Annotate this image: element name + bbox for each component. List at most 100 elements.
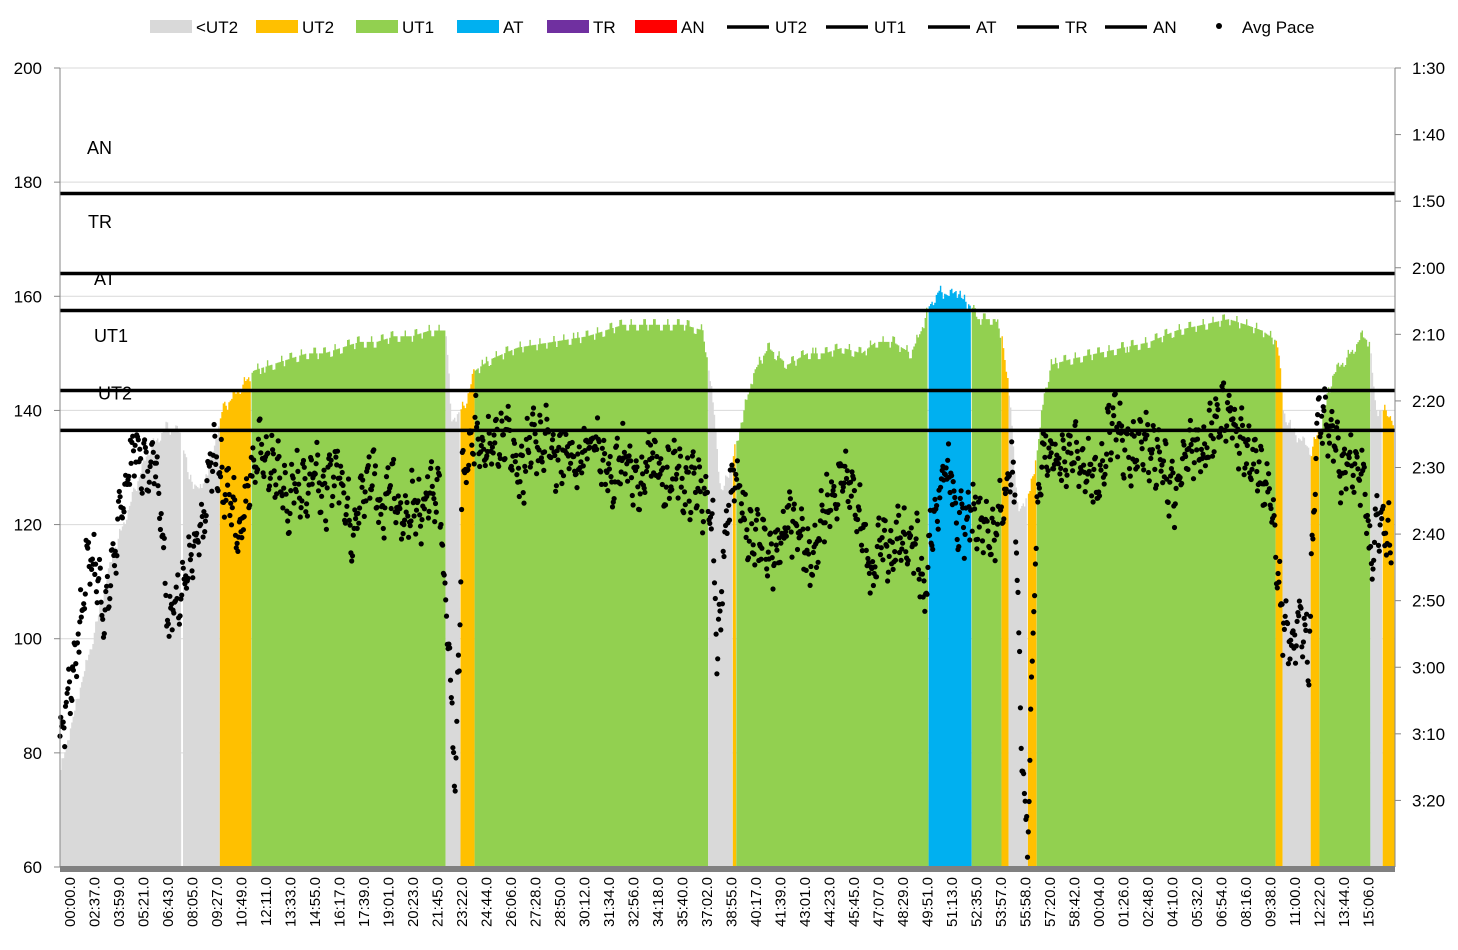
avg-pace-point [500, 432, 506, 438]
avg-pace-point [1228, 405, 1234, 411]
avg-pace-point [270, 451, 276, 457]
avg-pace-point [705, 508, 711, 515]
avg-pace-point [1119, 437, 1125, 443]
avg-pace-point [221, 514, 227, 520]
avg-pace-point [142, 444, 148, 451]
x-tick-label: 23:22.0 [454, 877, 471, 927]
avg-pace-point [108, 583, 114, 589]
legend-swatch [547, 20, 589, 33]
avg-pace-point [196, 552, 202, 558]
avg-pace-point [772, 561, 778, 567]
avg-pace-point [1039, 464, 1045, 470]
avg-pace-point [1315, 412, 1321, 418]
avg-pace-point [115, 498, 122, 504]
avg-pace-point [709, 511, 715, 517]
avg-pace-point [953, 520, 960, 526]
avg-pace-point [1256, 459, 1262, 465]
avg-pace-point [397, 506, 403, 512]
avg-pace-point [371, 447, 377, 453]
avg-pace-point [606, 461, 612, 467]
avg-pace-point [770, 586, 776, 592]
avg-pace-point [773, 542, 779, 548]
avg-pace-point [992, 558, 998, 564]
avg-pace-point [548, 454, 554, 461]
avg-pace-point [994, 521, 1001, 527]
avg-pace-point [1181, 442, 1187, 448]
avg-pace-point [157, 515, 163, 522]
legend-label: AT [503, 18, 523, 37]
avg-pace-point [138, 456, 144, 462]
avg-pace-point [1300, 654, 1306, 660]
avg-pace-point [1377, 522, 1383, 528]
avg-pace-point [1376, 548, 1382, 554]
avg-pace-point [66, 679, 73, 685]
avg-pace-point [459, 506, 465, 513]
avg-pace-point [175, 572, 181, 578]
avg-pace-point [674, 471, 680, 477]
avg-pace-point [61, 725, 67, 731]
avg-pace-point [949, 473, 955, 479]
x-tick-label: 32:56.0 [626, 877, 643, 927]
avg-pace-point [1292, 660, 1299, 666]
avg-pace-point [447, 677, 454, 683]
right-tick-label: 2:50 [1412, 592, 1445, 611]
avg-pace-point [1166, 513, 1172, 519]
avg-pace-point [556, 444, 562, 450]
avg-pace-point [507, 427, 513, 433]
avg-pace-point [531, 422, 537, 428]
avg-pace-point [1370, 566, 1376, 572]
avg-pace-point [587, 444, 593, 450]
avg-pace-point [897, 535, 903, 541]
x-tick-label: 49:51.0 [920, 877, 937, 927]
avg-pace-point [937, 495, 943, 501]
avg-pace-point [465, 467, 471, 473]
avg-pace-point [432, 519, 438, 525]
avg-pace-point [334, 448, 341, 454]
avg-pace-point [1242, 465, 1248, 471]
x-tick-label: 58:42.0 [1067, 877, 1084, 927]
avg-pace-point [434, 476, 440, 483]
avg-pace-point [640, 471, 646, 477]
x-tick-label: 30:12.0 [577, 877, 594, 927]
avg-pace-point [139, 490, 145, 496]
avg-pace-point [1266, 471, 1272, 477]
avg-pace-point [1098, 467, 1104, 473]
avg-pace-point [686, 498, 692, 504]
avg-pace-point [1296, 598, 1302, 604]
avg-pace-dots [57, 380, 1394, 860]
avg-pace-point [657, 471, 663, 477]
avg-pace-point [1105, 409, 1111, 415]
avg-pace-point [733, 471, 739, 477]
avg-pace-point [517, 479, 523, 485]
x-tick-label: 15:06.0 [1361, 877, 1378, 927]
avg-pace-point [875, 522, 881, 528]
avg-pace-point [324, 485, 330, 491]
legend-swatch [457, 20, 499, 33]
avg-pace-point [1084, 478, 1090, 484]
avg-pace-point [1073, 419, 1079, 425]
avg-pace-point [1202, 441, 1208, 447]
avg-pace-point [1200, 451, 1206, 457]
zone-area-ut2 [219, 377, 252, 867]
avg-pace-point [162, 580, 168, 586]
avg-pace-point [810, 549, 816, 556]
avg-pace-point [154, 454, 160, 460]
avg-pace-point [990, 519, 997, 526]
avg-pace-point [678, 484, 684, 490]
avg-pace-point [1111, 413, 1117, 419]
avg-pace-point [225, 482, 231, 488]
avg-pace-point [1059, 432, 1065, 438]
x-tick-label: 10:49.0 [234, 877, 251, 927]
avg-pace-point [1210, 436, 1216, 442]
avg-pace-point [881, 527, 888, 533]
avg-pace-point [342, 520, 348, 526]
avg-pace-point [977, 495, 983, 501]
x-tick-label: 06:43.0 [160, 877, 177, 927]
legend-swatch [356, 20, 398, 33]
avg-pace-point [959, 501, 965, 507]
avg-pace-point [580, 463, 586, 469]
avg-pace-point [1134, 457, 1140, 463]
avg-pace-point [1109, 420, 1115, 427]
x-tick-label: 12:11.0 [258, 877, 275, 926]
avg-pace-point [1355, 466, 1361, 472]
